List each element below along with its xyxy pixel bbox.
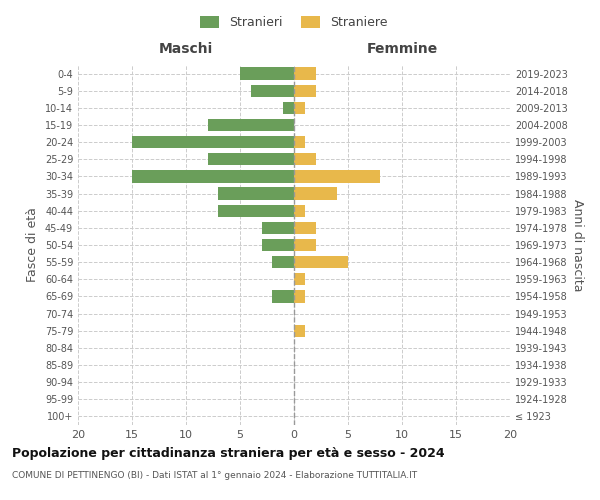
Bar <box>294 170 380 182</box>
Bar <box>294 222 316 234</box>
Text: COMUNE DI PETTINENGO (BI) - Dati ISTAT al 1° gennaio 2024 - Elaborazione TUTTITA: COMUNE DI PETTINENGO (BI) - Dati ISTAT a… <box>12 471 417 480</box>
Bar <box>132 170 294 182</box>
Bar <box>294 153 316 166</box>
Bar <box>294 239 316 251</box>
Bar <box>272 290 294 302</box>
Bar <box>294 68 316 80</box>
Bar <box>294 136 305 148</box>
Bar <box>294 188 337 200</box>
Text: Maschi: Maschi <box>159 42 213 56</box>
Bar <box>294 204 305 217</box>
Bar <box>251 84 294 97</box>
Y-axis label: Anni di nascita: Anni di nascita <box>571 198 584 291</box>
Bar <box>262 222 294 234</box>
Bar <box>218 188 294 200</box>
Bar <box>294 290 305 302</box>
Text: Popolazione per cittadinanza straniera per età e sesso - 2024: Popolazione per cittadinanza straniera p… <box>12 448 445 460</box>
Bar <box>262 239 294 251</box>
Y-axis label: Fasce di età: Fasce di età <box>26 208 39 282</box>
Bar <box>240 68 294 80</box>
Bar <box>294 324 305 337</box>
Bar <box>294 273 305 285</box>
Bar <box>218 204 294 217</box>
Bar <box>208 153 294 166</box>
Bar <box>283 102 294 114</box>
Bar <box>272 256 294 268</box>
Bar <box>294 102 305 114</box>
Text: Femmine: Femmine <box>367 42 437 56</box>
Bar <box>132 136 294 148</box>
Legend: Stranieri, Straniere: Stranieri, Straniere <box>196 11 392 34</box>
Bar <box>208 119 294 131</box>
Bar <box>294 84 316 97</box>
Bar <box>294 256 348 268</box>
